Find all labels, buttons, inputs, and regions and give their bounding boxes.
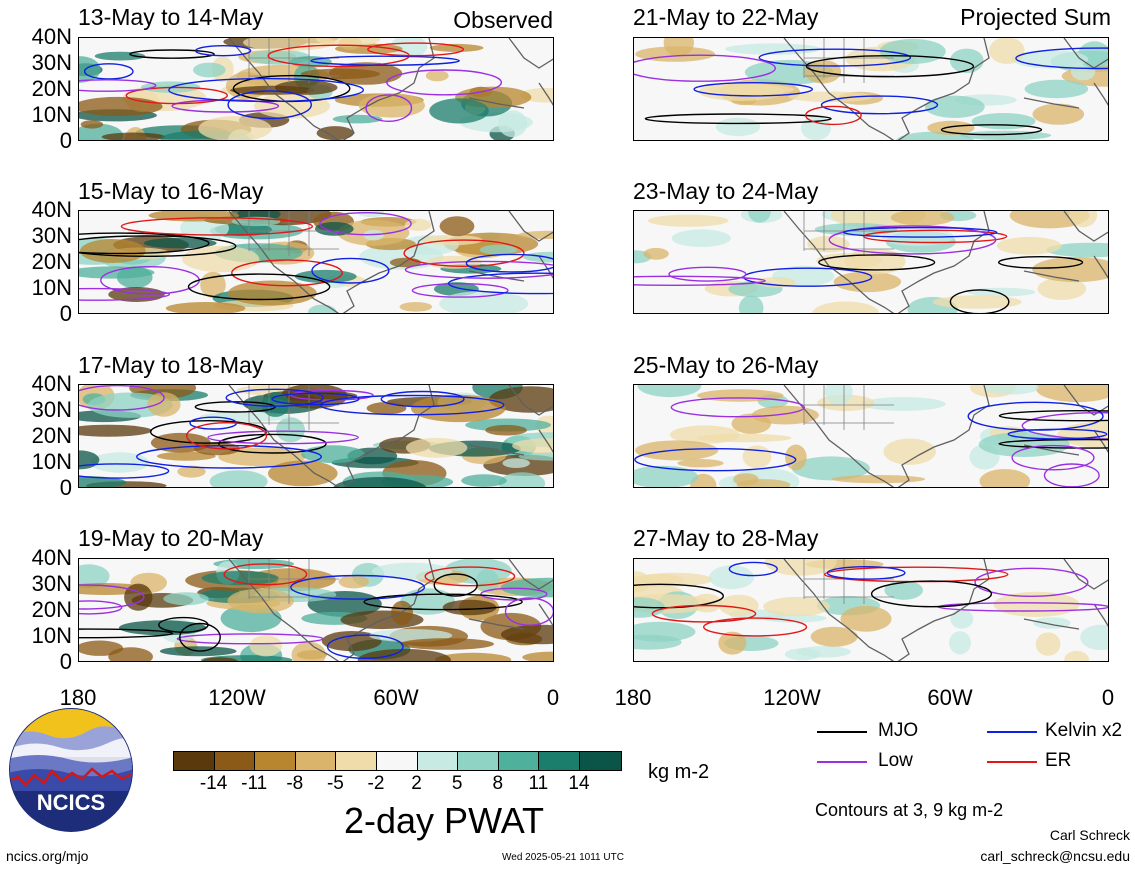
- lat-label: 10N: [31, 102, 72, 127]
- lon-label-right-60w: 60W: [927, 685, 973, 710]
- colorbar-units: kg m-2: [648, 761, 710, 783]
- pwat-map: [634, 211, 1108, 313]
- panel-title-left-4: 19-May to 20-May: [78, 525, 264, 551]
- colorbar-swatch: [376, 752, 418, 770]
- lon-label-right-0: 0: [1101, 685, 1115, 710]
- lat-label: 10N: [31, 449, 72, 474]
- panel-title-left-2: 15-May to 16-May: [78, 178, 264, 204]
- colorbar-swatch: [174, 752, 215, 770]
- lat-label: 40N: [31, 24, 72, 49]
- pwat-map: [634, 385, 1108, 487]
- lat-label: 10N: [31, 623, 72, 648]
- panel-title-right-3: 25-May to 26-May: [633, 352, 819, 378]
- lat-label: 10N: [31, 275, 72, 300]
- contours-note: Contours at 3, 9 kg m-2: [815, 800, 1004, 820]
- panel-label-projected: Projected Sum: [960, 4, 1111, 30]
- colorbar-swatch: [214, 752, 256, 770]
- footer-url[interactable]: ncics.org/mjo: [6, 848, 89, 864]
- lon-label-left-60w: 60W: [373, 685, 419, 710]
- map-panel-left-4: [78, 558, 554, 662]
- logo-text: NCICS: [37, 790, 105, 815]
- panel-title-right-1: 21-May to 22-May: [633, 4, 819, 30]
- colorbar-tick: -14: [199, 773, 228, 794]
- lat-label: 30N: [31, 571, 72, 596]
- legend-label-kelvin: Kelvin x2: [1045, 720, 1123, 741]
- map-panel-left-2: [78, 210, 554, 314]
- lat-label: 40N: [31, 197, 72, 222]
- panel-label-observed: Observed: [453, 7, 553, 33]
- pwat-map: [79, 38, 553, 140]
- colorbar: [173, 751, 622, 771]
- panel-title-left-3: 17-May to 18-May: [78, 352, 264, 378]
- lat-label: 0: [59, 128, 72, 153]
- panel-title-right-4: 27-May to 28-May: [633, 525, 819, 551]
- footer-email[interactable]: carl_schreck@ncsu.edu: [980, 848, 1130, 864]
- lat-label: 20N: [31, 76, 72, 101]
- colorbar-swatch: [295, 752, 337, 770]
- legend-label-mjo: MJO: [878, 720, 919, 741]
- lon-label-left-120w: 120W: [208, 685, 266, 710]
- colorbar-swatch: [336, 752, 377, 770]
- lat-label: 20N: [31, 597, 72, 622]
- lat-label: 30N: [31, 223, 72, 248]
- lat-label: 20N: [31, 423, 72, 448]
- map-panel-right-3: [633, 384, 1109, 488]
- pwat-map: [634, 559, 1108, 661]
- lon-label-left-180: 180: [59, 685, 97, 710]
- colorbar-tick: 11: [528, 773, 549, 794]
- map-panel-right-4: [633, 558, 1109, 662]
- colorbar-tick: -5: [326, 773, 344, 794]
- colorbar-swatch: [458, 752, 499, 770]
- legend-line-kelvin: [987, 731, 1037, 733]
- legend-line-mjo: [817, 731, 867, 733]
- map-panel-right-1: [633, 37, 1109, 141]
- colorbar-tick: 5: [451, 773, 463, 794]
- lat-label: 40N: [31, 545, 72, 570]
- colorbar-swatch: [579, 752, 621, 770]
- colorbar-swatch: [539, 752, 580, 770]
- colorbar-swatch: [498, 752, 540, 770]
- colorbar-tick: -2: [367, 773, 385, 794]
- footer-author: Carl Schreck: [1049, 827, 1130, 843]
- colorbar-swatch: [255, 752, 296, 770]
- ncics-logo: NCICS: [8, 707, 134, 833]
- legend-line-er: [987, 761, 1037, 763]
- map-panel-left-1: [78, 37, 554, 141]
- pwat-map: [634, 38, 1108, 140]
- lon-label-right-180: 180: [614, 685, 652, 710]
- colorbar-title: 2-day PWAT: [344, 800, 545, 841]
- map-panel-left-3: [78, 384, 554, 488]
- colorbar-tick: -11: [241, 773, 268, 794]
- legend-line-low: [817, 761, 867, 763]
- panel-title-right-2: 23-May to 24-May: [633, 178, 819, 204]
- colorbar-tick: 14: [568, 773, 590, 794]
- lat-label: 0: [59, 475, 72, 500]
- map-panel-right-2: [633, 210, 1109, 314]
- lat-label: 30N: [31, 397, 72, 422]
- colorbar-tick: -8: [286, 773, 304, 794]
- colorbar-swatch: [417, 752, 459, 770]
- panel-title-left-1: 13-May to 14-May: [78, 4, 264, 30]
- footer-timestamp: Wed 2025-05-21 1011 UTC: [502, 852, 624, 863]
- lat-label: 0: [59, 301, 72, 326]
- lon-label-left-0: 0: [546, 685, 560, 710]
- lat-label: 40N: [31, 371, 72, 396]
- pwat-map: [79, 385, 553, 487]
- colorbar-tick: 2: [411, 773, 422, 794]
- pwat-map: [79, 211, 553, 313]
- lat-label: 20N: [31, 249, 72, 274]
- pwat-map: [79, 559, 553, 661]
- lon-label-right-120w: 120W: [763, 685, 821, 710]
- colorbar-tick: 8: [492, 773, 504, 794]
- lat-label: 30N: [31, 50, 72, 75]
- legend-label-low: Low: [878, 750, 913, 771]
- lat-label: 0: [59, 649, 72, 674]
- legend-label-er: ER: [1045, 750, 1072, 771]
